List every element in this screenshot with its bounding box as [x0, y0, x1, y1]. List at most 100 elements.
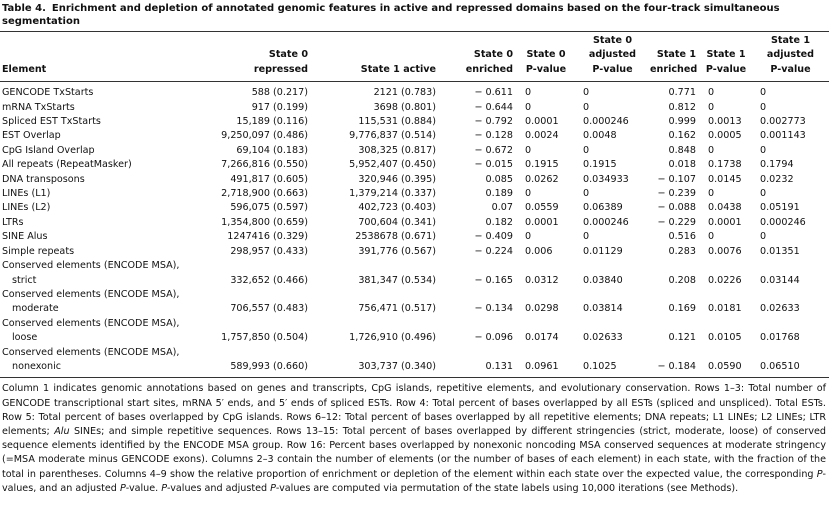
- cell: − 0.611: [440, 82, 517, 101]
- footnote-italic: P: [119, 482, 126, 494]
- row-label-text: LINEs (L1): [2, 188, 51, 200]
- cell-text: − 0.128: [474, 130, 513, 142]
- cell: 332,652 (0.466): [220, 259, 312, 288]
- header-text: P-value: [705, 63, 747, 75]
- cell-text: 0.0174: [525, 332, 559, 344]
- row-label: All repeats (RepeatMasker): [0, 158, 220, 172]
- cell: 706,557 (0.483): [220, 288, 312, 317]
- table-footnote: Column 1 indicates genomic annotations b…: [0, 378, 829, 496]
- row-label-text: loose: [12, 332, 38, 344]
- row-label-text: Conserved elements (ENCODE MSA),: [2, 288, 180, 300]
- table-row: All repeats (RepeatMasker) 7,266,816 (0.5…: [0, 158, 829, 172]
- row-label-text: Conserved elements (ENCODE MSA),: [2, 346, 180, 358]
- cell: 0.002773: [752, 115, 829, 129]
- cell: 0.0232: [752, 173, 829, 187]
- cell: 308,325 (0.817): [312, 144, 440, 158]
- cell: − 0.409: [440, 230, 517, 244]
- header-text: State 1 active: [360, 63, 436, 75]
- cell: 0.1738: [700, 158, 752, 172]
- cell-text: 0: [583, 87, 590, 99]
- cell-text: 0.208: [668, 274, 696, 286]
- header-text: repressed: [253, 63, 308, 75]
- cell: − 0.644: [440, 101, 517, 115]
- cell-text: 0: [708, 144, 715, 156]
- cell-text: 332,652 (0.466): [230, 274, 308, 286]
- cell-text: 0.0232: [760, 173, 794, 185]
- cell-text: 0.000246: [583, 116, 629, 128]
- cell: − 0.184: [650, 345, 700, 379]
- cell-text: 0.0013: [708, 116, 742, 128]
- cell: 0: [700, 187, 752, 201]
- cell: 3698 (0.801): [312, 101, 440, 115]
- row-label: Conserved elements (ENCODE MSA), nonexoni…: [0, 345, 220, 379]
- cell-text: 0.0048: [583, 130, 617, 142]
- cell: 0.07: [440, 201, 517, 215]
- cell-text: 0.0024: [525, 130, 559, 142]
- cell: 0: [700, 144, 752, 158]
- cell-text: 0.002773: [760, 116, 806, 128]
- cell: 2538678 (0.671): [312, 230, 440, 244]
- cell-text: 0.0438: [708, 202, 742, 214]
- cell-text: 0: [525, 231, 532, 243]
- cell-text: 0: [583, 101, 590, 113]
- header-cell: State 1 P-value: [700, 32, 752, 83]
- row-label: SINE Alus: [0, 230, 220, 244]
- cell: 0.0298: [517, 288, 575, 317]
- cell-text: 0.182: [485, 216, 513, 228]
- row-label: DNA transposons: [0, 173, 220, 187]
- cell: 0.018: [650, 158, 700, 172]
- cell-text: 0.03144: [760, 274, 800, 286]
- cell-text: 0.162: [668, 130, 696, 142]
- cell: 0.01351: [752, 245, 829, 259]
- header-cell: State 0 enriched: [440, 32, 517, 83]
- cell: 0.0590: [700, 345, 752, 379]
- cell: 0.208: [650, 259, 700, 288]
- footnote-text: -values, and an adjusted: [2, 468, 826, 494]
- cell-text: 0.06510: [760, 360, 800, 372]
- cell: 303,737 (0.340): [312, 345, 440, 379]
- table-row: Spliced EST TxStarts 15,189 (0.116) 115,53…: [0, 115, 829, 129]
- cell: 0: [517, 82, 575, 101]
- cell: 0.169: [650, 288, 700, 317]
- header-cell: State 0 P-value: [517, 32, 575, 83]
- header-text: State 1: [706, 49, 746, 61]
- cell-text: 0: [583, 144, 590, 156]
- table-row: CpG Island Overlap 69,104 (0.183) 308,325 …: [0, 144, 829, 158]
- cell-text: 0.018: [668, 159, 696, 171]
- cell: 15,189 (0.116): [220, 115, 312, 129]
- header-cell: State 1 active: [312, 32, 440, 83]
- row-label: GENCODE TxStarts: [0, 82, 220, 101]
- cell-text: 0.121: [668, 332, 696, 344]
- cell: 0.189: [440, 187, 517, 201]
- cell: 7,266,816 (0.550): [220, 158, 312, 172]
- cell: 0.121: [650, 317, 700, 346]
- row-label-text: All repeats (RepeatMasker): [2, 159, 132, 171]
- cell: 0.085: [440, 173, 517, 187]
- cell-text: 2,718,900 (0.663): [221, 188, 308, 200]
- cell-text: 303,737 (0.340): [358, 360, 436, 372]
- cell: 0: [517, 230, 575, 244]
- table-row: Simple repeats 298,957 (0.433) 391,776 (0.…: [0, 245, 829, 259]
- cell-text: − 0.611: [474, 87, 513, 99]
- cell-text: 0: [525, 87, 532, 99]
- footnote-text: Column 1 indicates genomic annotations b…: [2, 383, 826, 437]
- table-row: Conserved elements (ENCODE MSA), loose 1,7…: [0, 317, 829, 346]
- table-row: LTRs 1,354,800 (0.659) 700,604 (0.341) 0.18…: [0, 216, 829, 230]
- cell-text: 0.1738: [708, 159, 742, 171]
- cell: 0: [575, 144, 650, 158]
- cell-text: 917 (0.199): [251, 101, 308, 113]
- cell: − 0.229: [650, 216, 700, 230]
- cell: − 0.015: [440, 158, 517, 172]
- header-cell: State 0 adjusted P-value: [575, 32, 650, 83]
- cell-text: 0.0181: [708, 303, 742, 315]
- cell-text: 588 (0.217): [251, 87, 308, 99]
- header-text: P-value: [525, 63, 567, 75]
- cell: − 0.239: [650, 187, 700, 201]
- cell: 5,952,407 (0.450): [312, 158, 440, 172]
- header-text: adjusted: [588, 49, 637, 61]
- header-row: Element State 0 repressed State 1 active Sta…: [0, 32, 829, 83]
- header-text: State 1: [656, 49, 696, 61]
- cell: 2121 (0.783): [312, 82, 440, 101]
- table-head: Element State 0 repressed State 1 active Sta…: [0, 32, 829, 83]
